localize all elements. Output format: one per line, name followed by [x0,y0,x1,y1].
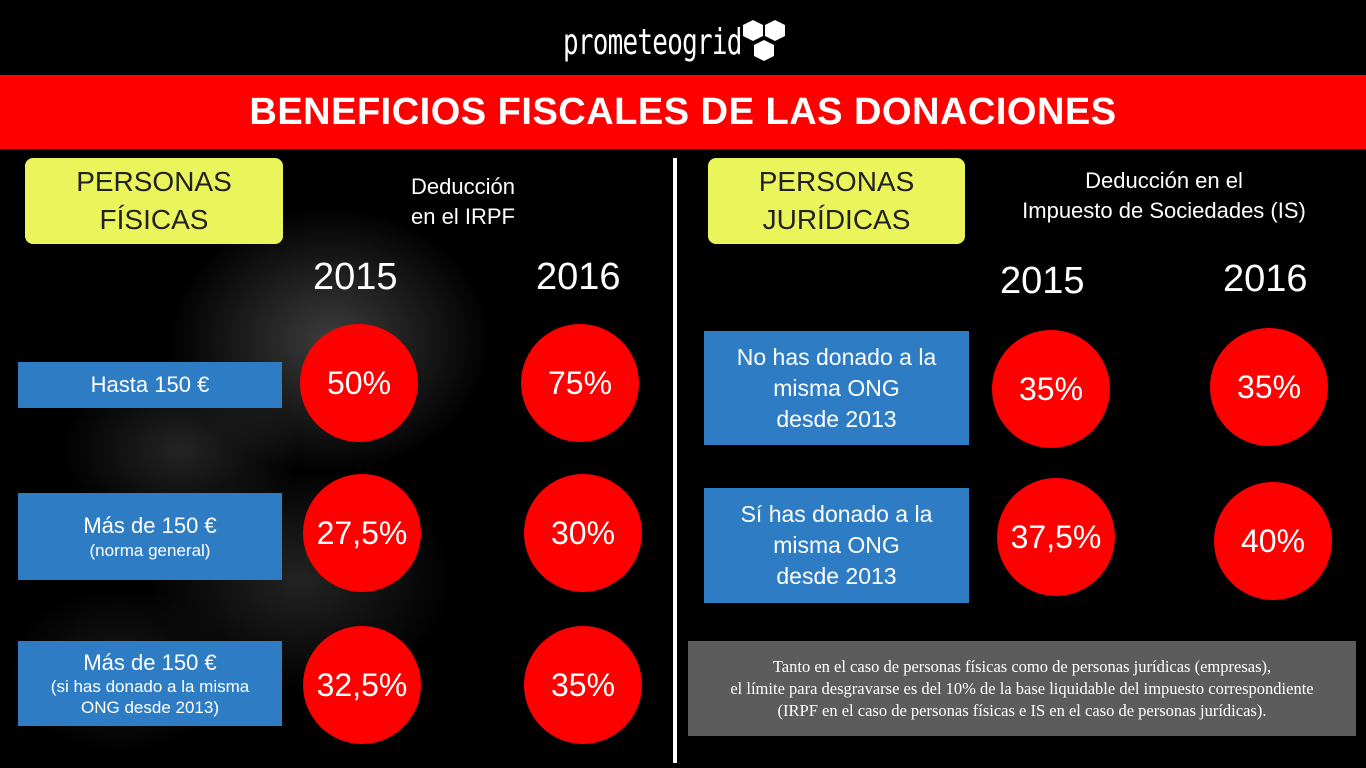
value-circle-2015: 32,5% [303,626,421,744]
deduction-heading-irpf: Deducción en el IRPF [363,172,563,232]
hexagon-cubes-icon [743,20,785,61]
value-circle-2015: 35% [992,330,1110,448]
value-circle-2015: 27,5% [303,474,421,592]
row-label-mas-150-general: Más de 150 € (norma general) [18,493,282,580]
category-line: PERSONAS [76,166,232,197]
value-circle-2016: 75% [521,324,639,442]
row-label-line: Sí has donado a la [740,501,933,527]
deduction-line: en el IRPF [411,204,515,229]
value-circle-2016: 30% [524,474,642,592]
category-line: PERSONAS [758,166,915,197]
footnote-box: Tanto en el caso de personas físicas com… [688,641,1356,736]
logo-text: prometeogrid [563,21,742,63]
page-title: BENEFICIOS FISCALES DE LAS DONACIONES [249,90,1117,133]
year-2016-right: 2016 [1223,258,1308,300]
row-label-no-donado: No has donado a la misma ONG desde 2013 [704,331,969,445]
row-label-line: Hasta 150 € [90,372,210,397]
value-circle-2016: 35% [524,626,642,744]
title-banner: BENEFICIOS FISCALES DE LAS DONACIONES [0,75,1366,149]
deduction-line: Impuesto de Sociedades (IS) [1022,198,1306,223]
row-label-subline: (norma general) [89,540,211,560]
row-label-hasta-150: Hasta 150 € [18,362,282,408]
deduction-line: Deducción en el [1085,168,1243,193]
category-label-fisicas: PERSONAS FÍSICAS [25,158,283,244]
row-label-line: Más de 150 € [83,649,217,675]
row-label-line: misma ONG [773,374,900,401]
category-line: JURÍDICAS [762,204,911,235]
year-2015-left: 2015 [313,256,398,298]
row-label-line: Más de 150 € [83,512,217,538]
deduction-heading-is: Deducción en el Impuesto de Sociedades (… [984,166,1344,226]
row-label-subline: (si has donado a la misma [50,676,250,696]
deduction-line: Deducción [411,174,515,199]
value-circle-2016: 35% [1210,328,1328,446]
year-2016-left: 2016 [536,256,621,298]
row-label-line: misma ONG [773,532,900,558]
category-line: FÍSICAS [99,204,209,235]
row-label-subline: ONG desde 2013) [81,697,219,717]
logo: prometeogrid [563,14,785,70]
value-circle-2015: 50% [300,324,418,442]
row-label-mas-150-misma-ong: Más de 150 € (si has donado a la misma O… [18,641,282,726]
year-2015-right: 2015 [1000,260,1085,302]
category-label-juridicas: PERSONAS JURÍDICAS [708,158,965,244]
row-label-line: No has donado a la [736,343,937,370]
footnote-line: el límite para desgravarse es del 10% de… [730,678,1314,698]
section-divider [673,158,677,763]
footnote-line: (IRPF en el caso de personas físicas e I… [777,700,1267,720]
row-label-si-donado: Sí has donado a la misma ONG desde 2013 [704,488,969,603]
row-label-line: desde 2013 [776,405,897,432]
value-circle-2016: 40% [1214,482,1332,600]
value-circle-2015: 37,5% [997,478,1115,596]
row-label-line: desde 2013 [776,563,897,589]
footnote-line: Tanto en el caso de personas físicas com… [772,656,1272,676]
